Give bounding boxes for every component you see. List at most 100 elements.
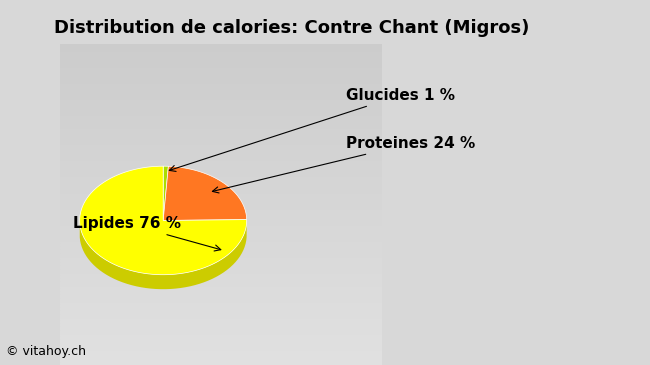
Bar	[60, 330, 382, 333]
Bar	[60, 307, 382, 310]
Text: © vitahoy.ch: © vitahoy.ch	[6, 345, 86, 358]
Bar	[60, 230, 382, 233]
Bar	[60, 237, 382, 240]
Bar	[60, 333, 382, 336]
Bar	[60, 304, 382, 307]
Bar	[60, 285, 382, 288]
Bar	[60, 352, 382, 356]
Bar	[60, 101, 382, 105]
Bar	[60, 156, 382, 160]
Bar	[60, 118, 382, 121]
Bar	[60, 44, 382, 47]
Bar	[60, 124, 382, 127]
Bar	[60, 137, 382, 140]
Bar	[60, 47, 382, 50]
Polygon shape	[163, 166, 247, 220]
Bar	[60, 111, 382, 115]
Bar	[60, 259, 382, 262]
Bar	[60, 294, 382, 297]
Bar	[60, 166, 382, 169]
Bar	[60, 233, 382, 237]
Bar	[60, 143, 382, 147]
Bar	[60, 342, 382, 346]
Bar	[60, 147, 382, 150]
Bar	[60, 176, 382, 179]
Bar	[60, 198, 382, 201]
Bar	[60, 269, 382, 272]
Bar	[60, 150, 382, 153]
Bar	[60, 76, 382, 79]
Bar	[60, 243, 382, 246]
Bar	[60, 349, 382, 352]
Bar	[60, 163, 382, 166]
Bar	[60, 281, 382, 285]
Bar	[60, 188, 382, 192]
Bar	[60, 301, 382, 304]
Text: Glucides 1 %: Glucides 1 %	[170, 88, 455, 172]
Bar	[60, 66, 382, 69]
Bar	[60, 275, 382, 278]
Bar	[60, 208, 382, 211]
Bar	[60, 310, 382, 314]
Bar	[60, 240, 382, 243]
Bar	[60, 253, 382, 256]
Bar	[60, 92, 382, 95]
Bar	[60, 60, 382, 63]
Bar	[60, 278, 382, 281]
Bar	[60, 362, 382, 365]
Polygon shape	[80, 223, 246, 289]
Bar	[60, 323, 382, 326]
Bar	[60, 182, 382, 185]
Bar	[60, 108, 382, 111]
Bar	[60, 73, 382, 76]
Bar	[60, 115, 382, 118]
Polygon shape	[163, 166, 168, 220]
Bar	[60, 121, 382, 124]
Bar	[60, 53, 382, 57]
Text: Lipides 76 %: Lipides 76 %	[73, 216, 221, 251]
Bar	[60, 265, 382, 269]
Bar	[60, 358, 382, 362]
Bar	[60, 82, 382, 85]
Bar	[60, 204, 382, 208]
Bar	[60, 356, 382, 358]
Bar	[60, 288, 382, 291]
Bar	[60, 57, 382, 60]
Bar	[60, 346, 382, 349]
Bar	[60, 291, 382, 294]
Bar	[60, 50, 382, 53]
Bar	[60, 217, 382, 220]
Bar	[60, 140, 382, 143]
Bar	[60, 224, 382, 227]
Bar	[60, 192, 382, 195]
Bar	[60, 211, 382, 214]
Bar	[60, 339, 382, 342]
Bar	[60, 99, 382, 101]
Bar	[60, 314, 382, 317]
Bar	[60, 85, 382, 89]
Bar	[60, 227, 382, 230]
Bar	[60, 317, 382, 320]
Bar	[60, 63, 382, 66]
Bar	[60, 246, 382, 249]
Bar	[60, 220, 382, 224]
Bar	[60, 272, 382, 275]
Bar	[60, 172, 382, 176]
Bar	[60, 297, 382, 301]
Bar	[60, 95, 382, 99]
Bar	[60, 185, 382, 188]
Bar	[60, 131, 382, 134]
Bar	[60, 69, 382, 73]
Bar	[60, 127, 382, 131]
Bar	[60, 320, 382, 323]
Bar	[60, 262, 382, 265]
Polygon shape	[80, 166, 247, 275]
Bar	[60, 195, 382, 198]
Bar	[60, 105, 382, 108]
Bar	[60, 336, 382, 339]
Bar	[60, 326, 382, 330]
Bar	[60, 249, 382, 253]
Bar	[60, 256, 382, 259]
Text: Proteines 24 %: Proteines 24 %	[213, 136, 476, 193]
Bar	[60, 201, 382, 204]
